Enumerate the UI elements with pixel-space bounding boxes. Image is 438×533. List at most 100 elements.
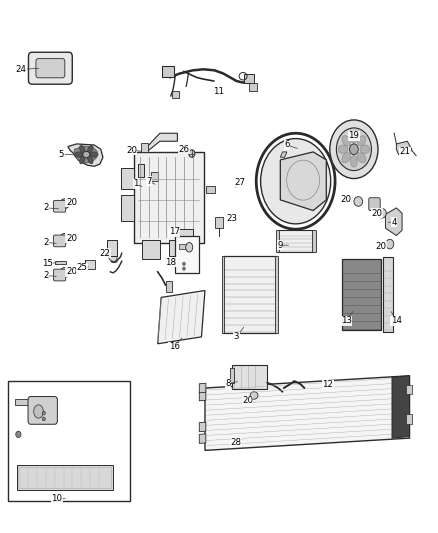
Ellipse shape — [42, 411, 46, 415]
Text: 10: 10 — [51, 494, 63, 503]
FancyBboxPatch shape — [36, 59, 65, 78]
Text: 20: 20 — [242, 397, 253, 405]
Ellipse shape — [386, 239, 394, 249]
Bar — [169, 240, 186, 256]
Polygon shape — [396, 141, 412, 155]
Ellipse shape — [336, 128, 371, 171]
Bar — [162, 66, 174, 77]
Text: 17: 17 — [169, 228, 180, 236]
Bar — [107, 240, 117, 256]
Text: 20: 20 — [66, 198, 77, 207]
Ellipse shape — [360, 145, 370, 154]
Text: 5: 5 — [59, 150, 64, 159]
Bar — [206, 186, 215, 193]
FancyBboxPatch shape — [53, 200, 66, 212]
Text: 20: 20 — [66, 268, 77, 276]
Ellipse shape — [350, 132, 357, 143]
Ellipse shape — [80, 145, 85, 154]
Bar — [151, 172, 158, 181]
Polygon shape — [74, 146, 97, 163]
Text: 22: 22 — [99, 249, 111, 257]
Bar — [175, 236, 199, 273]
Text: 20: 20 — [66, 234, 77, 243]
Bar — [249, 83, 257, 91]
Polygon shape — [392, 376, 410, 438]
Ellipse shape — [186, 243, 193, 252]
Ellipse shape — [350, 144, 358, 155]
Text: 16: 16 — [169, 342, 180, 351]
Ellipse shape — [90, 152, 98, 157]
Ellipse shape — [354, 197, 363, 206]
Bar — [142, 240, 160, 259]
Ellipse shape — [378, 208, 386, 218]
Text: 23: 23 — [226, 214, 238, 223]
Bar — [232, 365, 267, 389]
Bar — [406, 414, 412, 424]
Polygon shape — [199, 391, 206, 401]
Ellipse shape — [183, 262, 185, 265]
Text: 4: 4 — [392, 218, 397, 227]
Text: 2: 2 — [43, 271, 49, 280]
Bar — [312, 230, 316, 252]
Bar — [172, 91, 179, 98]
Bar — [275, 256, 278, 333]
Bar — [17, 465, 113, 490]
Bar — [141, 143, 148, 152]
Bar — [406, 385, 412, 394]
Bar — [8, 381, 130, 501]
Ellipse shape — [183, 267, 185, 270]
Text: 9: 9 — [278, 241, 283, 249]
Ellipse shape — [350, 156, 357, 167]
Ellipse shape — [88, 145, 93, 154]
Text: 13: 13 — [340, 317, 352, 325]
Polygon shape — [280, 152, 287, 157]
Bar — [134, 152, 204, 243]
Text: 12: 12 — [322, 381, 333, 389]
Bar — [55, 261, 66, 264]
Polygon shape — [199, 383, 206, 393]
Bar — [15, 399, 42, 405]
Bar — [222, 256, 224, 333]
Ellipse shape — [342, 135, 350, 146]
Ellipse shape — [60, 268, 70, 277]
Polygon shape — [158, 290, 205, 344]
FancyBboxPatch shape — [53, 269, 66, 281]
Polygon shape — [385, 208, 402, 236]
Bar — [276, 230, 279, 252]
Text: 1: 1 — [133, 180, 138, 188]
Bar — [342, 259, 381, 330]
Text: 14: 14 — [391, 317, 402, 325]
Ellipse shape — [60, 199, 70, 208]
Text: 21: 21 — [399, 148, 411, 156]
Polygon shape — [68, 144, 103, 166]
Text: 24: 24 — [15, 65, 27, 74]
Text: 20: 20 — [126, 146, 137, 155]
FancyBboxPatch shape — [28, 397, 57, 424]
Bar — [223, 256, 276, 333]
Text: 3: 3 — [234, 333, 239, 341]
Polygon shape — [205, 376, 410, 450]
Ellipse shape — [16, 431, 21, 438]
Text: 20: 20 — [375, 242, 387, 251]
Ellipse shape — [338, 145, 348, 154]
Ellipse shape — [261, 139, 331, 224]
Text: 20: 20 — [340, 196, 352, 204]
FancyBboxPatch shape — [53, 235, 66, 247]
Bar — [18, 467, 111, 488]
Bar — [278, 230, 313, 252]
Polygon shape — [280, 152, 326, 211]
Bar — [244, 74, 254, 83]
Ellipse shape — [342, 152, 350, 163]
Polygon shape — [199, 422, 206, 432]
Ellipse shape — [357, 152, 366, 163]
Ellipse shape — [330, 120, 378, 179]
FancyBboxPatch shape — [369, 198, 380, 211]
Text: 8: 8 — [225, 379, 230, 388]
Text: 20: 20 — [371, 209, 382, 217]
Text: 28: 28 — [230, 438, 241, 447]
Ellipse shape — [88, 155, 93, 164]
Polygon shape — [199, 434, 206, 443]
Text: 18: 18 — [165, 258, 177, 266]
Text: 7: 7 — [146, 177, 152, 185]
Ellipse shape — [60, 233, 70, 243]
